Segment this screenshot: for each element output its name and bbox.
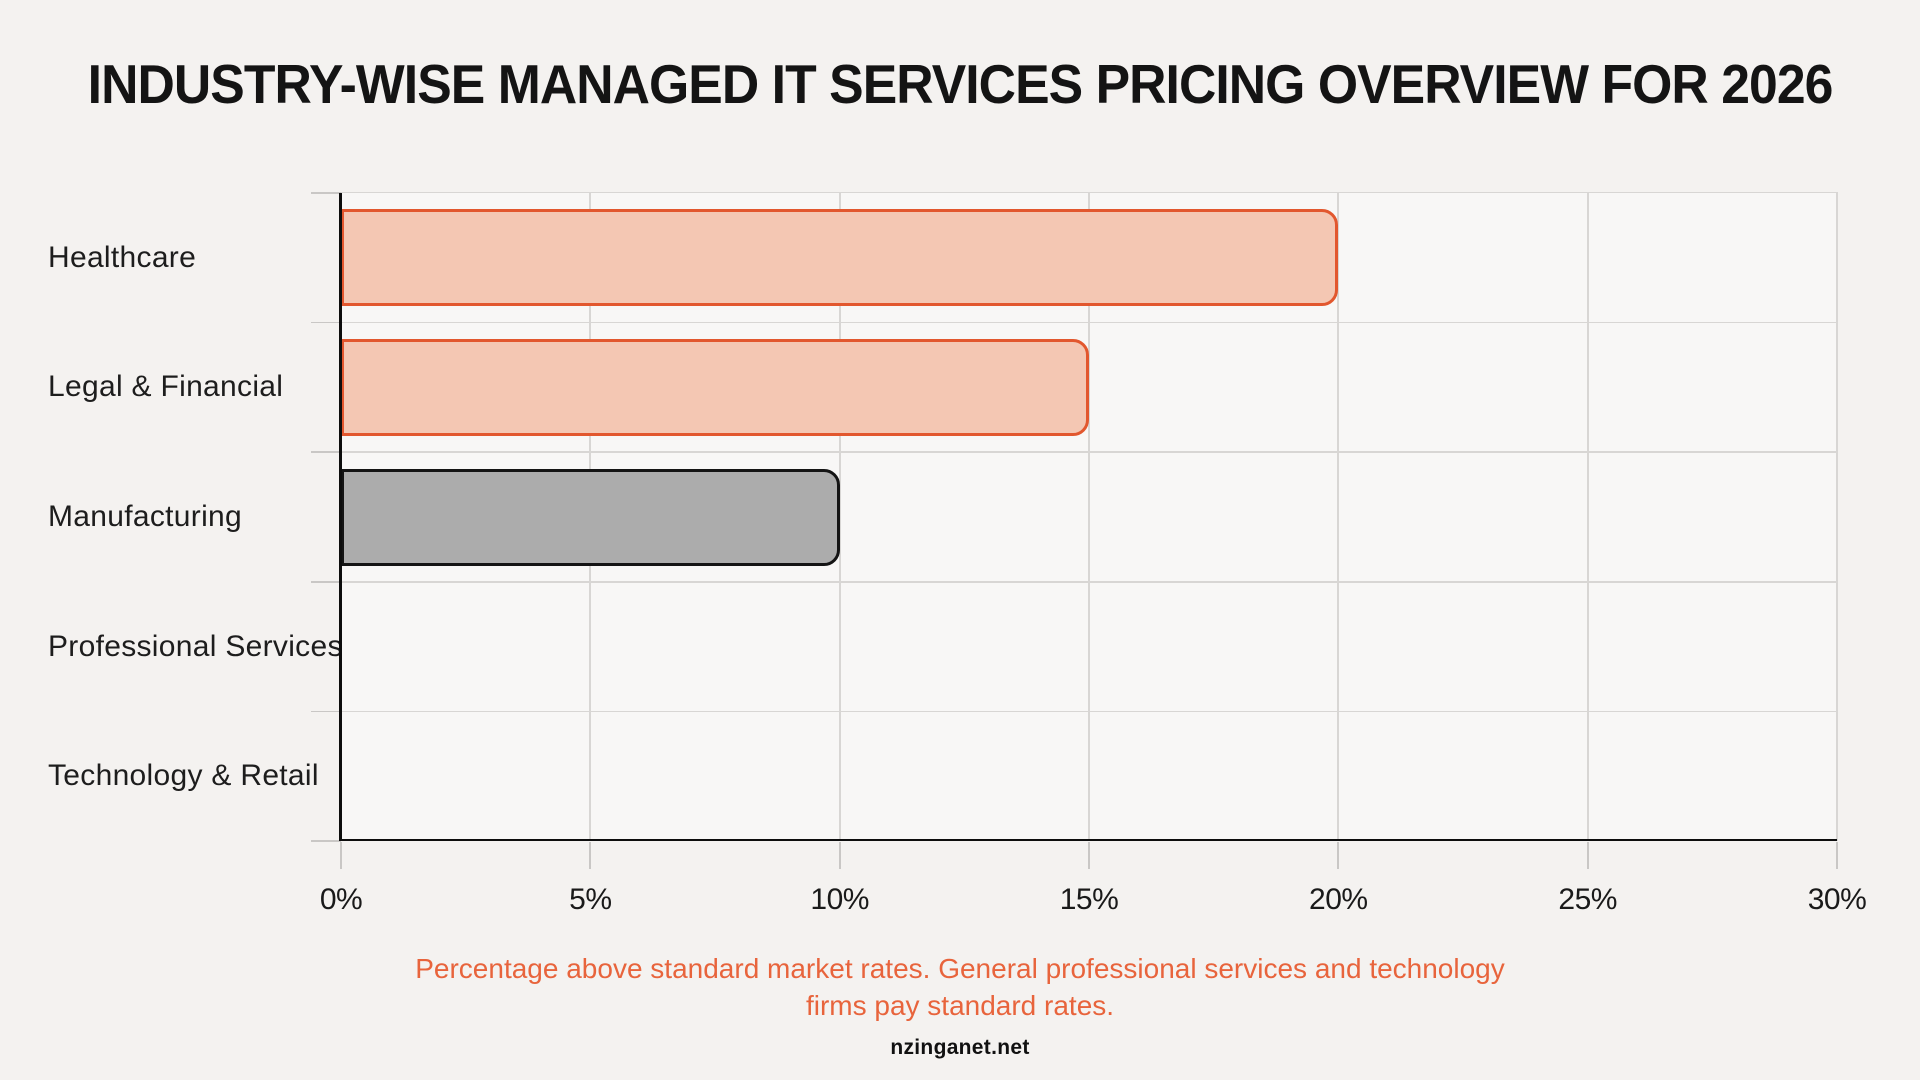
x-tick-label-15%: 15% <box>1059 883 1119 916</box>
x-tick-label-30%: 30% <box>1807 883 1867 916</box>
category-label-professional-services: Professional Services <box>48 629 343 663</box>
chart-plot-area <box>341 193 1838 841</box>
x-tick-mark-5% <box>589 842 592 869</box>
gridline-h-row-1 <box>341 321 1837 324</box>
y-tick-mark-row-4 <box>311 710 341 713</box>
x-tick-mark-10% <box>838 842 841 869</box>
x-tick-label-5%: 5% <box>569 883 612 916</box>
y-tick-mark-row-3 <box>311 581 341 583</box>
x-tick-mark-30% <box>1836 842 1838 869</box>
gridline-h-row-4 <box>341 710 1837 713</box>
x-tick-label-25%: 25% <box>1558 883 1617 916</box>
category-label-manufacturing: Manufacturing <box>48 499 243 533</box>
x-tick-label-20%: 20% <box>1309 883 1368 916</box>
x-axis-line <box>341 839 1837 841</box>
y-tick-mark-row-2 <box>311 451 341 453</box>
y-tick-mark-bottom <box>311 840 341 842</box>
gridline-v-25% <box>1586 193 1589 841</box>
x-tick-mark-15% <box>1088 842 1090 869</box>
y-tick-mark-row-1 <box>311 321 341 324</box>
caption-line-1: Percentage above standard market rates. … <box>415 953 1505 984</box>
gridline-h-row-2 <box>341 451 1837 453</box>
gridline-h-row-3 <box>341 581 1837 583</box>
bar-manufacturing <box>341 468 840 566</box>
category-label-legal-financial: Legal & Financial <box>48 370 284 404</box>
x-tick-label-10%: 10% <box>810 883 869 916</box>
y-tick-mark-row-0 <box>311 192 341 194</box>
bar-healthcare <box>341 209 1339 307</box>
caption-line-2: firms pay standard rates. <box>805 990 1115 1021</box>
page-title-text: INDUSTRY-WISE MANAGED IT SERVICES PRICIN… <box>87 53 1834 115</box>
gridline-v-15% <box>1088 193 1090 841</box>
footer-site-name: nzinganet.net <box>890 1036 1030 1059</box>
x-tick-mark-25% <box>1586 842 1589 869</box>
x-tick-mark-0% <box>340 842 342 869</box>
bar-legal-financial <box>341 338 1089 436</box>
gridline-v-20% <box>1337 193 1340 841</box>
gridline-v-10% <box>838 193 841 841</box>
x-tick-mark-20% <box>1337 842 1340 869</box>
y-axis-line <box>339 193 342 841</box>
category-label-technology-retail: Technology & Retail <box>48 759 319 793</box>
gridline-v-30% <box>1836 193 1838 841</box>
category-label-healthcare: Healthcare <box>48 240 197 274</box>
page-title: INDUSTRY-WISE MANAGED IT SERVICES PRICIN… <box>0 52 1920 116</box>
chart-caption: Percentage above standard market rates. … <box>0 950 1920 1024</box>
x-tick-label-0%: 0% <box>319 883 363 916</box>
